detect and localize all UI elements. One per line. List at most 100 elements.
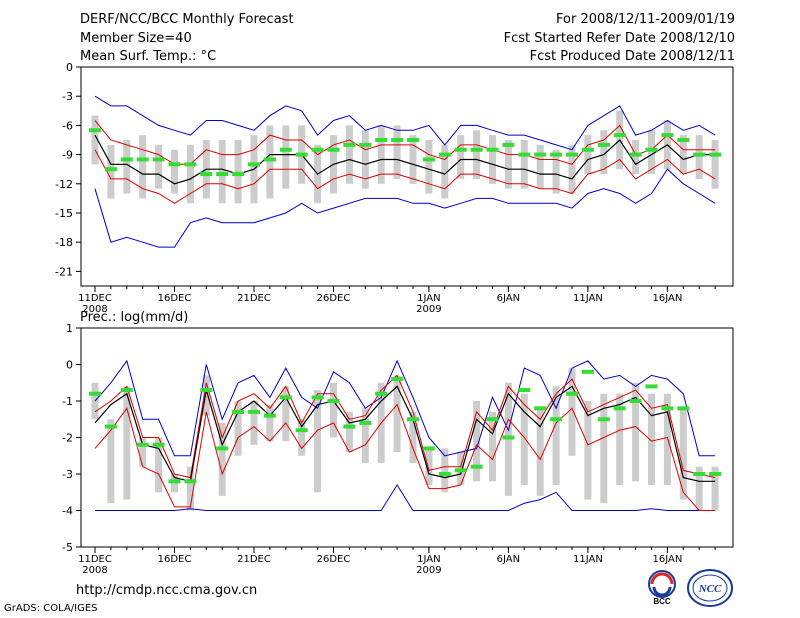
prec-y-tick-label: -2 xyxy=(62,432,73,445)
prec-marker xyxy=(263,413,276,418)
prec-y-tick-label: 0 xyxy=(66,359,73,372)
temp-marker xyxy=(645,147,658,152)
prec-box xyxy=(314,390,322,493)
temp-y-tick-label: -3 xyxy=(62,90,73,103)
temp-marker xyxy=(104,167,117,172)
prec-box xyxy=(648,393,655,485)
member-size: Member Size=40 xyxy=(80,31,192,46)
temp-box xyxy=(171,149,178,194)
temp-box xyxy=(218,140,226,204)
forecast-period: For 2008/12/11-2009/01/19 xyxy=(556,12,735,27)
source-url[interactable]: http://cmdp.ncc.cma.gov.cn xyxy=(76,583,258,598)
temp-box xyxy=(282,125,290,189)
temp-y-tick-label: -12 xyxy=(55,178,73,191)
prec-y-tick-label: 1 xyxy=(66,322,73,335)
prec-marker xyxy=(677,406,690,411)
prec-marker xyxy=(184,479,197,484)
temp-marker xyxy=(184,162,197,167)
temp-x-tick-label: 16JAN xyxy=(652,293,682,304)
temp-marker xyxy=(486,147,499,152)
temp-box xyxy=(584,135,592,175)
prec-marker xyxy=(518,388,531,393)
prec-marker xyxy=(120,388,133,393)
prec-box xyxy=(536,408,544,496)
prec-x-tick-label: 6JAN xyxy=(497,554,520,565)
temp-marker xyxy=(391,138,404,142)
prec-x-tick-label: 11JAN xyxy=(573,554,603,565)
temp-box xyxy=(107,144,115,199)
temp-marker xyxy=(550,152,563,157)
temp-x-tick-label: 6JAN xyxy=(497,293,520,304)
temp-box xyxy=(536,144,544,189)
temp-marker xyxy=(438,152,451,157)
prec-marker xyxy=(629,399,642,403)
prec-marker xyxy=(693,472,706,476)
temp-marker xyxy=(120,157,133,162)
temp-marker xyxy=(597,142,610,147)
prec-marker xyxy=(502,435,515,440)
prec-marker xyxy=(550,417,563,422)
prec-box xyxy=(202,375,210,416)
temp-marker xyxy=(407,138,419,142)
temp-y-tick-label: -15 xyxy=(55,207,73,220)
prec-box xyxy=(568,368,576,456)
ncc-logo-text: NCC xyxy=(698,583,722,595)
prec-box xyxy=(250,401,258,445)
prec-marker xyxy=(613,406,626,411)
prec-x-year-label: 2009 xyxy=(416,565,441,576)
temp-box xyxy=(139,135,147,199)
prec-marker xyxy=(248,409,260,414)
prec-marker xyxy=(566,391,578,396)
prec-y-tick-label: -5 xyxy=(62,541,73,554)
temp-marker xyxy=(152,157,165,162)
temp-marker xyxy=(248,162,260,167)
temp-y-tick-label: -21 xyxy=(55,265,73,278)
prec-box xyxy=(663,393,671,485)
temp-box xyxy=(155,144,163,189)
prec-box xyxy=(679,408,687,500)
temp-box xyxy=(679,135,687,175)
grads-credit: GrADS: COLA/IGES xyxy=(4,603,98,614)
prec-box xyxy=(695,466,703,511)
temp-box xyxy=(648,130,655,175)
temp-box xyxy=(600,130,608,175)
prec-box xyxy=(123,386,131,500)
temp-marker xyxy=(502,142,515,147)
prec-marker xyxy=(438,472,451,476)
temp-y-tick-label: 0 xyxy=(66,61,73,74)
temp-x-tick-label: 11DEC xyxy=(78,293,112,304)
prec-box xyxy=(409,411,417,464)
prec-box xyxy=(616,393,624,485)
temp-box xyxy=(711,140,719,189)
prec-box xyxy=(441,448,449,493)
prec-max-line xyxy=(94,359,716,457)
prec-marker xyxy=(104,424,117,429)
temp-marker xyxy=(693,152,706,157)
prec-box xyxy=(711,466,719,511)
prec-box xyxy=(234,401,242,456)
temp-marker xyxy=(629,152,642,157)
prec-box xyxy=(298,419,306,456)
prec-box xyxy=(266,404,274,442)
fcst-started-date: Fcst Started Refer Date 2008/12/10 xyxy=(503,31,735,46)
temp-box xyxy=(91,115,99,165)
temp-marker xyxy=(295,152,308,157)
prec-y-tick-label: -4 xyxy=(62,505,73,518)
temp-lower-line xyxy=(94,149,716,204)
prec-box xyxy=(473,401,481,482)
temp-box xyxy=(393,125,401,179)
prec-marker xyxy=(391,377,404,382)
prec-y-tick-label: -1 xyxy=(62,395,73,408)
temp-x-tick-label: 21DEC xyxy=(237,293,271,304)
prec-box xyxy=(489,411,496,482)
temp-box xyxy=(632,140,640,175)
temp-marker xyxy=(581,147,594,152)
temp-marker xyxy=(359,142,372,147)
prec-marker xyxy=(407,417,419,422)
temp-box xyxy=(489,135,496,184)
prec-x-tick-label: 11DEC xyxy=(78,554,112,565)
temp-marker xyxy=(168,162,181,167)
temp-marker xyxy=(89,128,101,133)
prec-marker xyxy=(295,428,308,433)
